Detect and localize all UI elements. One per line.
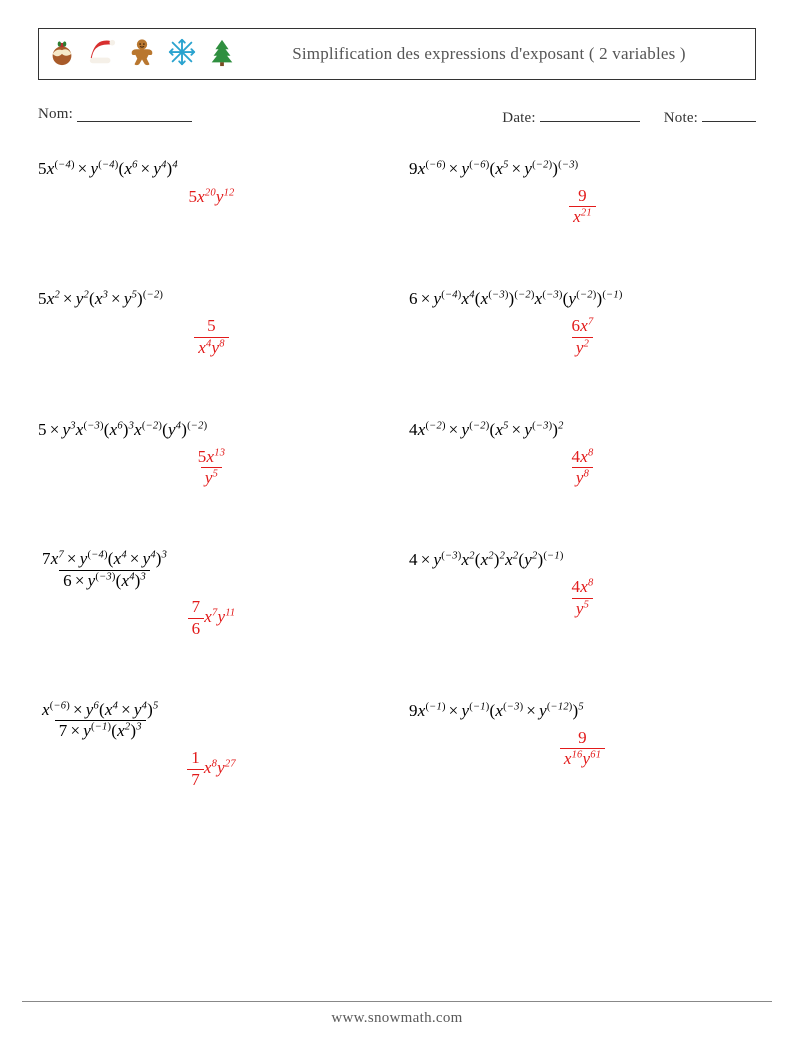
problem-answer: 76x7y11 xyxy=(188,598,236,638)
problem-10: 9x(−1)×y(−1)(x(−3)×y(−12))5 9x16y61 xyxy=(409,701,756,790)
problem-answer: 5x20y12 xyxy=(188,187,234,207)
problem-expression: 9x(−6)×y(−6)(x5×y(−2))(−3) xyxy=(409,159,756,179)
note-label: Note: xyxy=(664,110,698,126)
note-blank[interactable] xyxy=(702,106,756,122)
name-blank[interactable] xyxy=(77,106,192,122)
snowflake-icon xyxy=(167,37,197,72)
problem-expression: 5×y3x(−3)(x6)3x(−2)(y4)(−2) xyxy=(38,420,385,440)
page-footer: www.snowmath.com xyxy=(0,1001,794,1027)
problem-8: 4×y(−3)x2(x2)2x2(y2)(−1) 4x8y5 xyxy=(409,550,756,639)
problem-answer: 9x16y61 xyxy=(560,729,605,769)
problem-answer: 5x4y8 xyxy=(194,317,228,357)
problem-expression: 5x2×y2(x3×y5)(−2) xyxy=(38,289,385,309)
name-label: Nom: xyxy=(38,106,73,127)
problem-answer: 9x21 xyxy=(569,187,596,227)
problem-2: 9x(−6)×y(−6)(x5×y(−2))(−3) 9x21 xyxy=(409,159,756,227)
footer-text: www.snowmath.com xyxy=(331,1010,462,1026)
problem-expression: 5x(−4)×y(−4)(x6×y4)4 xyxy=(38,159,385,179)
problem-1: 5x(−4)×y(−4)(x6×y4)4 5x20y12 xyxy=(38,159,385,227)
date-blank[interactable] xyxy=(540,106,640,122)
page-title: Simplification des expressions d'exposan… xyxy=(237,43,747,64)
problems-grid: 5x(−4)×y(−4)(x6×y4)4 5x20y12 9x(−6)×y(−6)(… xyxy=(38,159,756,790)
problem-expression: 4×y(−3)x2(x2)2x2(y2)(−1) xyxy=(409,550,756,570)
gingerbread-icon xyxy=(127,37,157,72)
worksheet-header: Simplification des expressions d'exposan… xyxy=(38,28,756,80)
problem-answer: 6x7y2 xyxy=(568,317,598,357)
problem-expression: 7x7×y(−4)(x4×y4)36×y(−3)(x4)3 xyxy=(38,550,385,590)
pudding-icon xyxy=(47,37,77,72)
date-label: Date: xyxy=(502,110,535,126)
header-icons xyxy=(47,37,237,72)
problem-answer: 5x13y5 xyxy=(194,448,229,488)
problem-answer: 4x8y8 xyxy=(568,448,598,488)
problem-3: 5x2×y2(x3×y5)(−2) 5x4y8 xyxy=(38,289,385,357)
problem-7: 7x7×y(−4)(x4×y4)36×y(−3)(x4)3 76x7y11 xyxy=(38,550,385,639)
problem-expression: 4x(−2)×y(−2)(x5×y(−3))2 xyxy=(409,420,756,440)
santa-hat-icon xyxy=(87,37,117,72)
problem-4: 6×y(−4)x4(x(−3))(−2)x(−3)(y(−2))(−1) 6x7y… xyxy=(409,289,756,357)
problem-answer: 17x8y27 xyxy=(187,749,236,789)
problem-answer: 4x8y5 xyxy=(568,578,598,618)
tree-icon xyxy=(207,37,237,72)
problem-expression: 9x(−1)×y(−1)(x(−3)×y(−12))5 xyxy=(409,701,756,721)
info-row: Nom: Date: Note: xyxy=(38,106,756,127)
problem-5: 5×y3x(−3)(x6)3x(−2)(y4)(−2) 5x13y5 xyxy=(38,420,385,488)
problem-9: x(−6)×y6(x4×y4)57×y(−1)(x2)3 17x8y27 xyxy=(38,701,385,790)
problem-6: 4x(−2)×y(−2)(x5×y(−3))2 4x8y8 xyxy=(409,420,756,488)
problem-expression: x(−6)×y6(x4×y4)57×y(−1)(x2)3 xyxy=(38,701,385,741)
problem-expression: 6×y(−4)x4(x(−3))(−2)x(−3)(y(−2))(−1) xyxy=(409,289,756,309)
